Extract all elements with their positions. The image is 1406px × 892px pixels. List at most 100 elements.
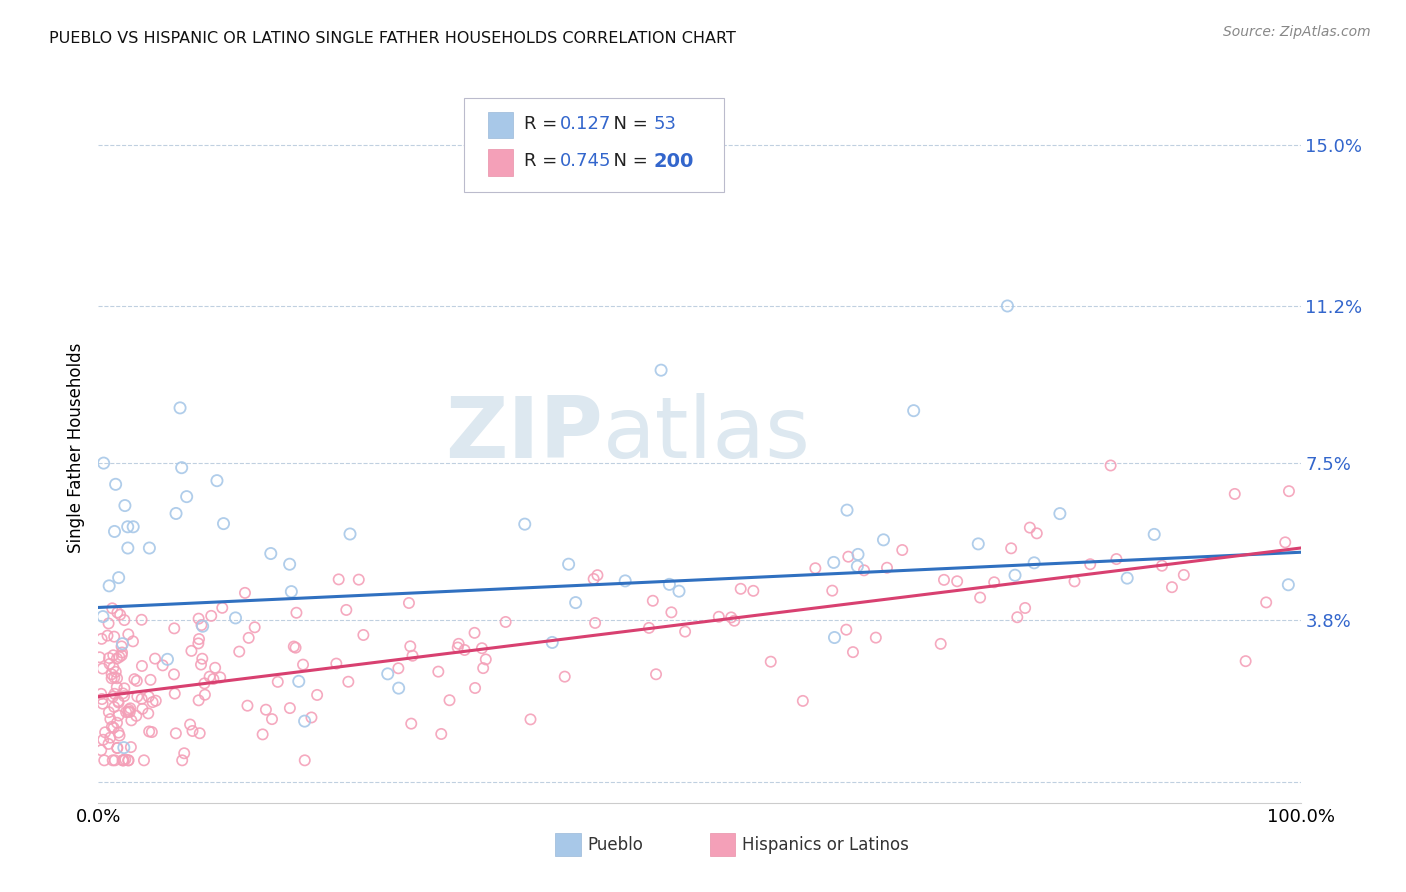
Point — [152, 658, 174, 673]
Point — [107, 696, 129, 710]
Point — [108, 650, 131, 665]
Point — [557, 558, 579, 572]
Point — [243, 620, 266, 634]
Point — [138, 541, 160, 555]
Point — [1161, 580, 1184, 594]
Point — [519, 712, 541, 726]
Point — [200, 608, 222, 623]
Point — [352, 628, 374, 642]
Point — [823, 556, 845, 570]
Point — [842, 645, 865, 659]
Point — [127, 690, 149, 704]
Point — [236, 698, 259, 713]
Point — [1256, 595, 1278, 609]
Point — [163, 621, 186, 635]
Point — [180, 644, 202, 658]
Point — [122, 520, 145, 534]
Text: 200: 200 — [654, 152, 695, 171]
Point — [853, 563, 876, 577]
Point — [876, 560, 898, 574]
Point — [658, 577, 681, 591]
Point — [105, 671, 128, 685]
Point — [929, 637, 952, 651]
Point — [1018, 520, 1040, 534]
Point — [1277, 578, 1299, 592]
Point — [1007, 610, 1029, 624]
Point — [176, 490, 198, 504]
Point — [114, 499, 136, 513]
Point — [103, 670, 125, 684]
Point — [191, 651, 214, 665]
Point — [1274, 535, 1296, 549]
Point — [742, 583, 765, 598]
Point — [1116, 571, 1139, 585]
Point — [131, 659, 153, 673]
Point — [398, 596, 420, 610]
Point — [115, 705, 138, 719]
Point — [120, 740, 142, 755]
Point — [668, 584, 690, 599]
Point — [846, 548, 869, 562]
Point — [278, 558, 301, 572]
Point — [284, 640, 307, 655]
Point — [267, 674, 290, 689]
Point — [401, 648, 423, 663]
Point — [835, 623, 858, 637]
Text: Hispanics or Latinos: Hispanics or Latinos — [742, 836, 910, 854]
Point — [464, 625, 486, 640]
Point — [89, 650, 111, 665]
Point — [388, 681, 411, 695]
Point — [1004, 568, 1026, 582]
Point — [156, 652, 179, 666]
Point — [112, 689, 135, 703]
Point — [387, 661, 409, 675]
Point — [117, 753, 139, 767]
Point — [328, 573, 350, 587]
Point — [105, 715, 128, 730]
Point — [583, 615, 606, 630]
Point — [103, 660, 125, 674]
Point — [187, 612, 209, 626]
Point — [187, 636, 209, 650]
Point — [1024, 556, 1046, 570]
Point — [165, 507, 187, 521]
Point — [107, 725, 129, 739]
Point — [1078, 558, 1101, 572]
Point — [673, 624, 696, 639]
Point — [117, 541, 139, 555]
Point — [254, 703, 277, 717]
Point — [105, 606, 128, 620]
Point — [283, 640, 305, 654]
Text: Source: ZipAtlas.com: Source: ZipAtlas.com — [1223, 25, 1371, 39]
Point — [142, 695, 165, 709]
Point — [472, 661, 495, 675]
Point — [447, 637, 470, 651]
Point — [118, 703, 141, 717]
Point — [107, 708, 129, 723]
Point — [471, 641, 494, 656]
Point — [339, 527, 361, 541]
Point — [205, 474, 228, 488]
Point — [105, 741, 128, 756]
Point — [335, 603, 357, 617]
Point — [97, 705, 120, 719]
Point — [202, 672, 225, 686]
Text: 0.127: 0.127 — [560, 115, 612, 133]
Text: 53: 53 — [654, 115, 676, 133]
Point — [131, 613, 153, 627]
Point — [114, 752, 136, 766]
Point — [204, 661, 226, 675]
Point — [252, 727, 274, 741]
Point — [260, 547, 283, 561]
Point — [120, 714, 142, 728]
Point — [91, 609, 114, 624]
Point — [98, 731, 121, 745]
Text: atlas: atlas — [603, 392, 811, 475]
Point — [101, 753, 124, 767]
Point — [872, 533, 894, 547]
Point — [94, 725, 117, 739]
Point — [100, 667, 122, 681]
Point — [91, 662, 114, 676]
Point — [292, 657, 315, 672]
Point — [564, 596, 586, 610]
